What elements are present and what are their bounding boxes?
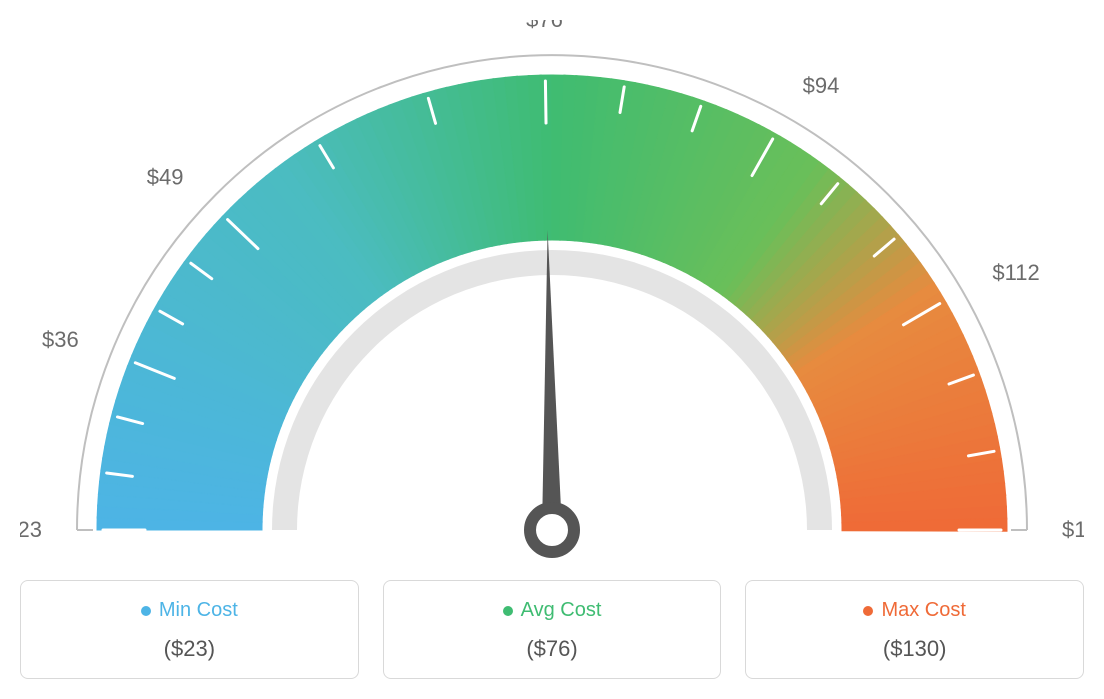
legend-value: ($130) [758, 636, 1071, 662]
needle-hub [530, 508, 574, 552]
tick-label: $130 [1062, 517, 1084, 542]
gauge-svg: $23 $36 $49 $76 $94 $112 $130 [20, 20, 1084, 560]
legend-dot-icon [863, 606, 873, 616]
cost-gauge-chart: $23 $36 $49 $76 $94 $112 $130 Min Cost ($23) Avg… [20, 20, 1084, 679]
legend-value: ($23) [33, 636, 346, 662]
legend-value: ($76) [396, 636, 709, 662]
legend-card: Avg Cost ($76) [383, 580, 722, 679]
tick-label: $112 [992, 260, 1039, 285]
legend-row: Min Cost ($23) Avg Cost ($76) Max Cost ($130) [20, 580, 1084, 679]
tick-label: $94 [803, 73, 840, 98]
legend-title: Max Cost [863, 599, 965, 622]
legend-dot-icon [141, 606, 151, 616]
legend-label: Max Cost [881, 599, 965, 622]
legend-title: Min Cost [141, 599, 238, 622]
legend-dot-icon [503, 606, 513, 616]
legend-label: Avg Cost [521, 599, 602, 622]
gauge-area: $23 $36 $49 $76 $94 $112 $130 [20, 20, 1084, 560]
tick-label: $36 [42, 327, 79, 352]
tick-label: $76 [526, 20, 563, 32]
legend-title: Avg Cost [503, 599, 602, 622]
tick-label: $49 [147, 164, 184, 189]
legend-card: Min Cost ($23) [20, 580, 359, 679]
legend-card: Max Cost ($130) [745, 580, 1084, 679]
tick-label: $23 [20, 517, 42, 542]
legend-label: Min Cost [159, 599, 238, 622]
